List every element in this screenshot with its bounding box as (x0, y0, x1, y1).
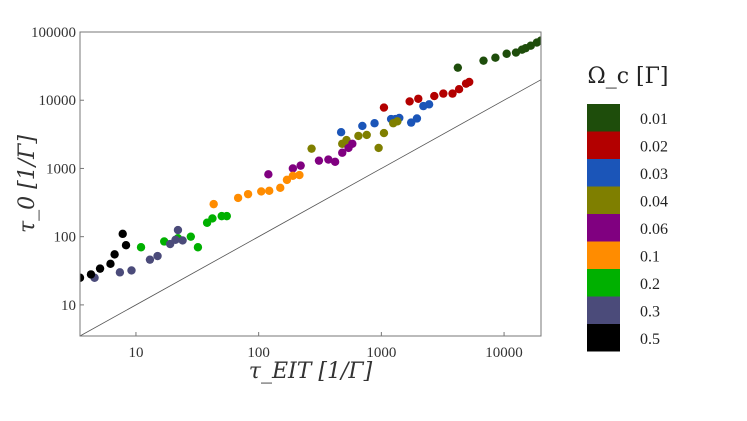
x-tick-label: 10 (128, 345, 143, 361)
data-point (338, 148, 347, 157)
legend-swatch (587, 269, 620, 297)
data-point (362, 130, 371, 140)
legend-label: 0.1 (640, 248, 660, 265)
legend-label: 0.04 (640, 193, 668, 210)
data-point (264, 170, 273, 179)
data-point (370, 119, 379, 128)
y-tick-label: 100 (54, 230, 77, 246)
data-point (288, 171, 298, 181)
data-point (536, 36, 541, 45)
data-point (95, 264, 105, 273)
legend: Ω_c [Γ] 0.01 0.02 0.03 0.04 0.06 0.1 0.2 0.3 0.5 (587, 64, 669, 352)
legend-swatch (587, 296, 620, 324)
reference-line (80, 79, 541, 336)
data-point (243, 189, 253, 199)
legend-label: 0.2 (640, 276, 660, 293)
data-point (374, 143, 383, 153)
data-point (121, 240, 131, 250)
legend-swatch (587, 241, 620, 269)
legend-label: 0.06 (640, 221, 668, 238)
data-point (80, 273, 85, 282)
legend-title: Ω_c [Γ] (588, 64, 669, 89)
legend-label: 0.03 (640, 166, 668, 183)
data-point (136, 243, 146, 252)
data-point (454, 85, 464, 94)
data-point (265, 186, 274, 196)
data-point (106, 259, 115, 269)
data-point (171, 235, 180, 244)
data-point (145, 255, 155, 264)
legend-swatch (587, 131, 620, 159)
data-point (330, 157, 340, 167)
plot-frame (79, 31, 542, 337)
axes-layer: 10 100 1000 10000 10 100 1000 10000 100000 τ_EIT … (15, 25, 542, 384)
data-point (448, 89, 457, 98)
data-point (502, 49, 511, 58)
data-point (127, 266, 136, 275)
x-tick-label: 1000 (366, 345, 396, 361)
data-point (348, 139, 357, 148)
y-tick-label: 10 (61, 298, 76, 314)
data-point (414, 94, 423, 103)
y-tick-label: 100000 (31, 25, 76, 41)
data-point (222, 211, 231, 221)
data-point (208, 214, 217, 223)
data-point (336, 127, 346, 137)
data-point (86, 270, 96, 279)
data-point (110, 250, 119, 259)
data-point (115, 268, 125, 277)
x-tick-label: 10000 (485, 345, 523, 361)
legend-swatch (587, 186, 620, 214)
data-point (430, 91, 439, 101)
data-point (453, 63, 463, 72)
data-point (233, 193, 243, 203)
y-tick-label: 1000 (46, 161, 76, 177)
legend-label: 0.01 (640, 111, 668, 128)
y-tick-label: 10000 (39, 93, 77, 109)
data-point (288, 164, 298, 173)
data-point (491, 53, 500, 62)
data-point (358, 121, 367, 131)
x-axis-label: τ_EIT [1/Γ] (249, 359, 373, 384)
data-point (393, 117, 402, 126)
legend-swatch (587, 159, 620, 187)
y-axis-label: τ_0 [1/Γ] (15, 135, 40, 233)
x-tick-label: 100 (247, 345, 270, 361)
data-point (424, 100, 434, 109)
data-point (296, 161, 305, 170)
data-point (405, 97, 414, 106)
data-point (282, 175, 292, 185)
data-point (379, 103, 389, 112)
legend-swatch (587, 214, 620, 242)
data-point (276, 183, 285, 193)
data-point (479, 56, 488, 65)
data-point (178, 236, 187, 245)
data-point (324, 155, 333, 164)
data-point (118, 229, 127, 239)
data-point (173, 225, 183, 235)
data-point (153, 251, 162, 261)
data-point (379, 128, 389, 138)
data-point (439, 89, 448, 98)
legend-label: 0.02 (640, 138, 668, 155)
data-point (257, 187, 266, 196)
data-point (354, 131, 363, 141)
legend-label: 0.5 (640, 331, 660, 348)
plot-area (80, 36, 541, 336)
legend-swatch (587, 104, 620, 132)
data-point (314, 156, 324, 165)
data-point (307, 144, 316, 153)
legend-swatch (587, 324, 620, 352)
data-point (412, 114, 422, 123)
legend-label: 0.3 (640, 303, 660, 320)
data-point (209, 199, 218, 209)
data-point (193, 243, 203, 252)
data-point (465, 77, 474, 87)
data-point (186, 232, 196, 241)
data-point (295, 170, 304, 180)
